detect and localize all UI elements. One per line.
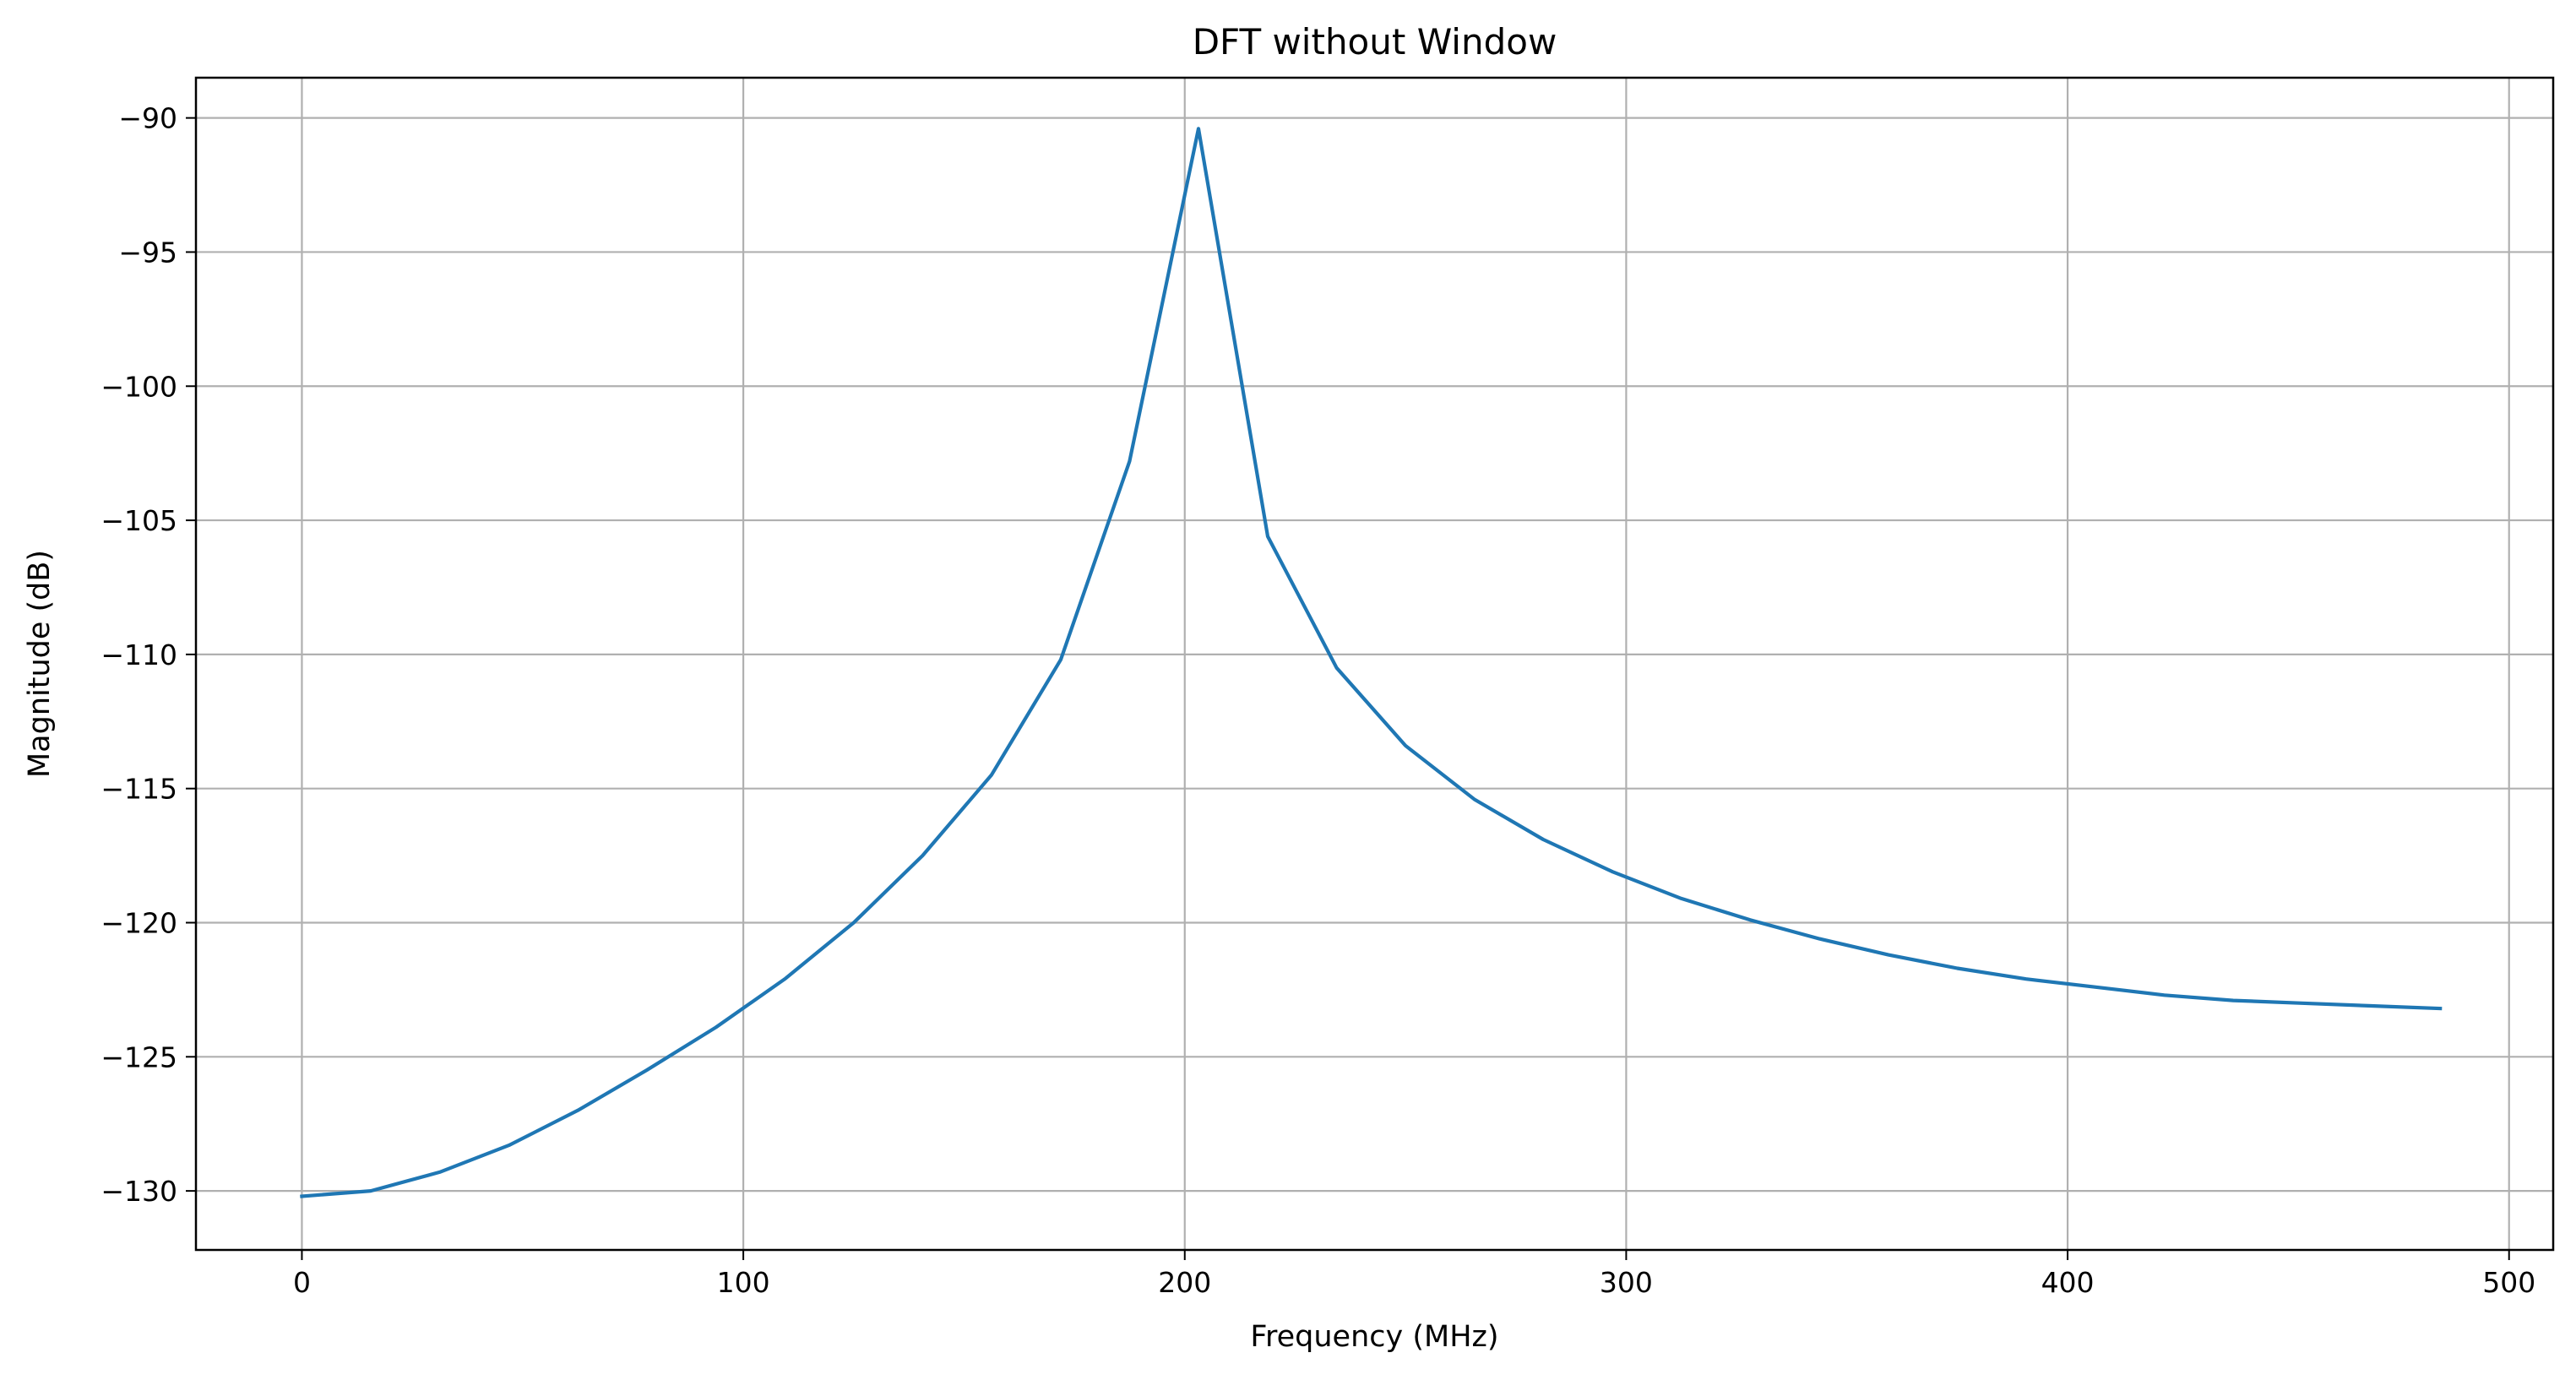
- x-axis-label: Frequency (MHz): [1250, 1320, 1498, 1354]
- x-tick-label: 0: [293, 1266, 311, 1299]
- series-line: [300, 127, 2443, 1198]
- y-axis-label: Magnitude (dB): [23, 550, 57, 778]
- y-tick-label: −95: [118, 236, 177, 269]
- y-tick-label: −100: [101, 370, 177, 403]
- x-tick-label: 200: [1158, 1266, 1211, 1299]
- chart-title: DFT without Window: [1193, 21, 1557, 62]
- y-tick-label: −115: [101, 773, 177, 806]
- y-tick-label: −90: [118, 102, 177, 135]
- x-tick-label: 400: [2041, 1266, 2095, 1299]
- y-tick-label: −125: [101, 1040, 177, 1073]
- grid: [196, 78, 2553, 1250]
- series-layer: [300, 127, 2443, 1198]
- y-tick-label: −110: [101, 638, 177, 671]
- x-tick-label: 100: [717, 1266, 770, 1299]
- plot-frame: [194, 76, 2555, 1252]
- axis-ticks: 0 100 200 300 400 500 −90 −95 −100 −105 −110 −115 −1…: [101, 102, 2535, 1299]
- x-tick-label: 300: [1600, 1266, 1653, 1299]
- y-tick-label: −120: [101, 907, 177, 940]
- y-tick-label: −105: [101, 504, 177, 537]
- x-tick-label: 500: [2482, 1266, 2535, 1299]
- y-tick-label: −130: [101, 1175, 177, 1208]
